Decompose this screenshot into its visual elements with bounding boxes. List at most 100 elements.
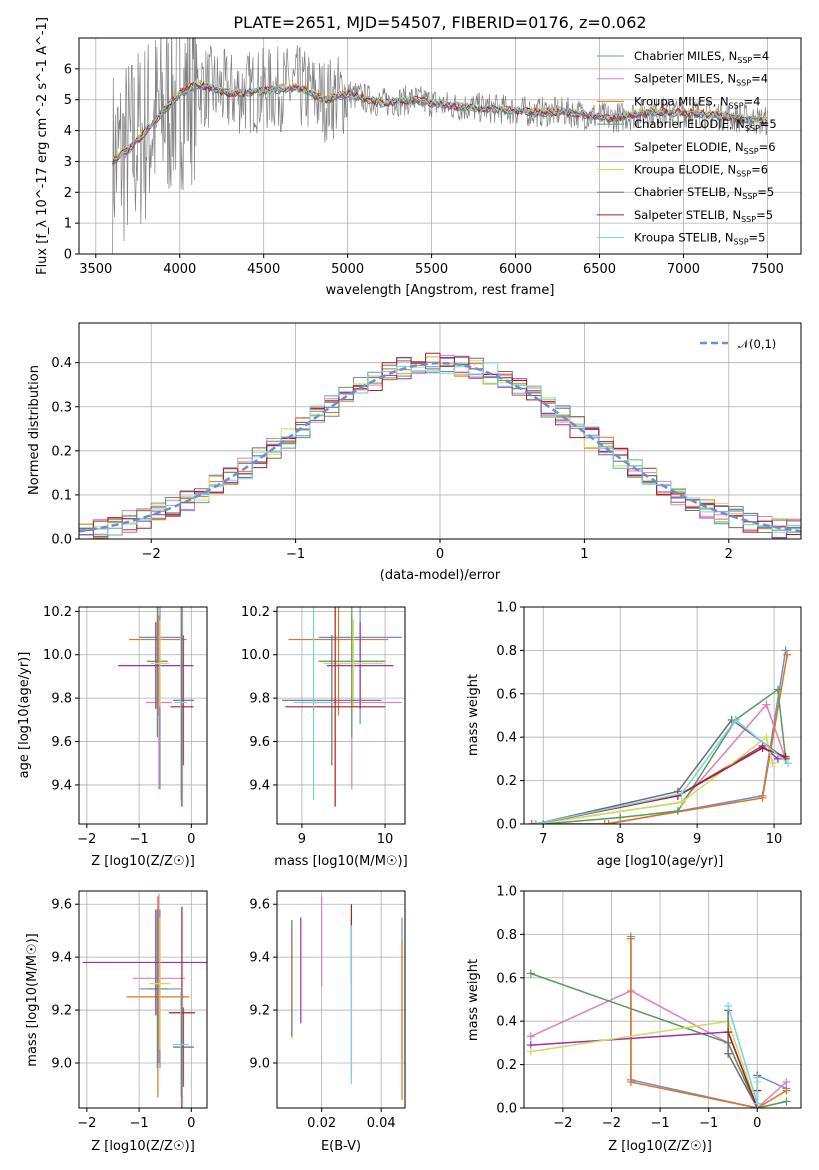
age_vs_Z-axes: −2 −1 0 9.4 9.6 9.8 10.0 10.2	[43, 605, 208, 847]
mass-weight-marker	[626, 934, 635, 943]
legend-entry-label: Chabrier STELIB, NSSP=5	[634, 185, 774, 201]
spectrum-ytick-label: 5	[64, 93, 72, 108]
spectrum-plot-area	[112, 38, 768, 254]
spectrum-ytick-label: 6	[64, 62, 72, 77]
mass-weight-marker	[604, 820, 613, 824]
mass-weight-marker	[526, 1047, 535, 1056]
massEbv-xlabel: E(B-V)	[321, 1139, 361, 1154]
legend-entry-label: Kroupa STELIB, NSSP=5	[634, 231, 765, 247]
mass-weight-marker	[626, 1077, 635, 1086]
mass-weight-marker	[762, 733, 771, 742]
spectrum-ytick-label: 2	[64, 186, 72, 201]
age_vs_Z-xtick-label: −2	[77, 832, 96, 847]
mass-weight-marker	[539, 820, 548, 824]
weight_vs_age-xtick-label: 8	[616, 832, 624, 847]
mass-weight-marker	[731, 715, 740, 724]
spectrum-ytick-label: 0	[64, 248, 72, 263]
mass-weight-marker	[531, 820, 540, 824]
legend-entry-label: Salpeter MILES, NSSP=4	[634, 72, 768, 88]
massZ-xlabel: Z [log10(Z/Z☉)]	[91, 1139, 195, 1154]
weight_vs_Z-xtick-label: −1	[650, 1116, 669, 1131]
mass-weight-marker	[782, 1097, 791, 1106]
age_vs_Z-xtick-label: −1	[129, 832, 148, 847]
residuals-ytick-label: 0.3	[51, 400, 72, 415]
mass_vs_Z-plot-area	[82, 893, 207, 1108]
legend-entry-label: Chabrier MILES, NSSP=4	[634, 49, 769, 65]
weight_vs_Z-plot-area	[526, 932, 791, 1108]
mass_vs_Z-xtick-label: 0	[187, 1116, 195, 1131]
spectrum-xtick-label: 5500	[415, 262, 448, 277]
ageZ-xlabel: Z [log10(Z/Z☉)]	[91, 854, 195, 869]
weight_vs_Z-frame	[523, 890, 802, 1109]
legend-entry-label: Kroupa ELODIE, NSSP=6	[634, 163, 768, 179]
mass-weight-line	[530, 972, 787, 1108]
mass_vs_ebv-xtick-label: 0.04	[367, 1116, 396, 1131]
mass_vs_ebv-ytick-label: 9.0	[249, 1057, 270, 1072]
mass-weight-line	[530, 1031, 759, 1108]
residual-histogram-step	[79, 362, 801, 536]
age_vs_mass-plot-area	[281, 607, 402, 807]
mass_vs_Z-ytick-label: 9.4	[51, 951, 72, 966]
weight_vs_Z-ytick-label: 1.0	[496, 885, 517, 900]
mass-weight-marker	[773, 685, 782, 694]
weight_vs_Z-ytick-label: 0.4	[496, 1015, 517, 1030]
mass-weight-line	[543, 688, 787, 824]
spectrum-xtick-label: 4500	[247, 262, 280, 277]
mass-weight-marker	[762, 700, 771, 709]
residuals-xtick-label: 1	[580, 547, 588, 562]
mass-weight-marker	[753, 1073, 762, 1082]
residuals-xtick-label: 0	[436, 547, 444, 562]
residuals-xtick-label: 2	[725, 547, 733, 562]
weight_vs_age-axes: 7 8 9 10 0.0 0.2 0.4 0.6 0.8 1.0	[496, 601, 802, 847]
mass_vs_ebv-xtick-label: 0.02	[307, 1116, 336, 1131]
spectrum-xtick-label: 3500	[79, 262, 112, 277]
weight_vs_age-frame	[523, 606, 802, 825]
residuals-ytick-label: 0.4	[51, 356, 72, 371]
mass_vs_Z-ytick-label: 9.2	[51, 1004, 72, 1019]
weight_vs_age-ytick-label: 0.6	[496, 687, 517, 702]
age_vs_mass-ytick-label: 9.6	[249, 735, 270, 750]
mass_vs_Z-xtick-label: −1	[129, 1116, 148, 1131]
mass-weight-marker	[724, 1028, 733, 1037]
residuals-plot-area	[79, 352, 801, 539]
mass_vs_ebv-plot-area	[291, 896, 403, 1101]
age_vs_mass-xtick-label: 9	[298, 832, 306, 847]
mass-weight-marker	[677, 789, 686, 798]
plot-layer: 3500 4000 4500 5000 5500 6000 6500 7000 75000123…	[43, 37, 802, 1131]
weight_vs_age-ytick-label: 0.8	[496, 644, 517, 659]
mass-weight-marker	[526, 1032, 535, 1041]
mass-weight-marker	[781, 646, 790, 655]
spectrum-ytick-label: 1	[64, 217, 72, 232]
weight_vs_age-ytick-label: 0.4	[496, 731, 517, 746]
mass_vs_Z-ytick-label: 9.0	[51, 1057, 72, 1072]
legend-entry-label: Salpeter STELIB, NSSP=5	[634, 208, 773, 224]
age_vs_Z-ytick-label: 9.8	[51, 692, 72, 707]
legend-entry-label: 𝒩(0,1)	[738, 337, 776, 351]
mass-weight-line	[531, 654, 788, 824]
weight_vs_age-xtick-label: 7	[539, 832, 547, 847]
mass_vs_ebv-ytick-label: 9.6	[249, 898, 270, 913]
residuals-ytick-label: 0.1	[51, 488, 72, 503]
mass-weight-line	[535, 718, 787, 824]
mass-weight-marker	[616, 813, 625, 822]
age_vs_Z-plot-area	[118, 607, 194, 807]
mass-weight-marker	[673, 791, 682, 800]
spectrum-xtick-label: 7500	[751, 262, 784, 277]
residual-histogram-step	[79, 357, 801, 537]
weight_vs_Z-xtick-label: −1	[699, 1116, 718, 1131]
mass_vs_Z-frame	[78, 890, 208, 1109]
age_vs_Z-frame	[78, 606, 208, 825]
legend-entry-label: Kroupa MILES, NSSP=4	[634, 94, 760, 110]
residuals-xtick-label: −2	[142, 547, 161, 562]
mass_vs_Z-xtick-label: −2	[77, 1116, 96, 1131]
mass-weight-marker	[781, 752, 790, 761]
weight_vs_Z-ytick-label: 0.0	[496, 1102, 517, 1117]
mass-weight-marker	[783, 650, 792, 659]
spectrum-xtick-label: 4000	[163, 262, 196, 277]
weight_vs_age-ytick-label: 0.2	[496, 774, 517, 789]
mass_vs_ebv-frame	[276, 890, 406, 1109]
weight_vs_age-ytick-label: 1.0	[496, 601, 517, 616]
mass-weight-marker	[600, 820, 609, 824]
spectrum-ylabel: Flux [f_λ 10^-17 erg cm^-2 s^-1 A^-1]	[35, 17, 50, 275]
age_vs_Z-ytick-label: 10.2	[43, 605, 72, 620]
